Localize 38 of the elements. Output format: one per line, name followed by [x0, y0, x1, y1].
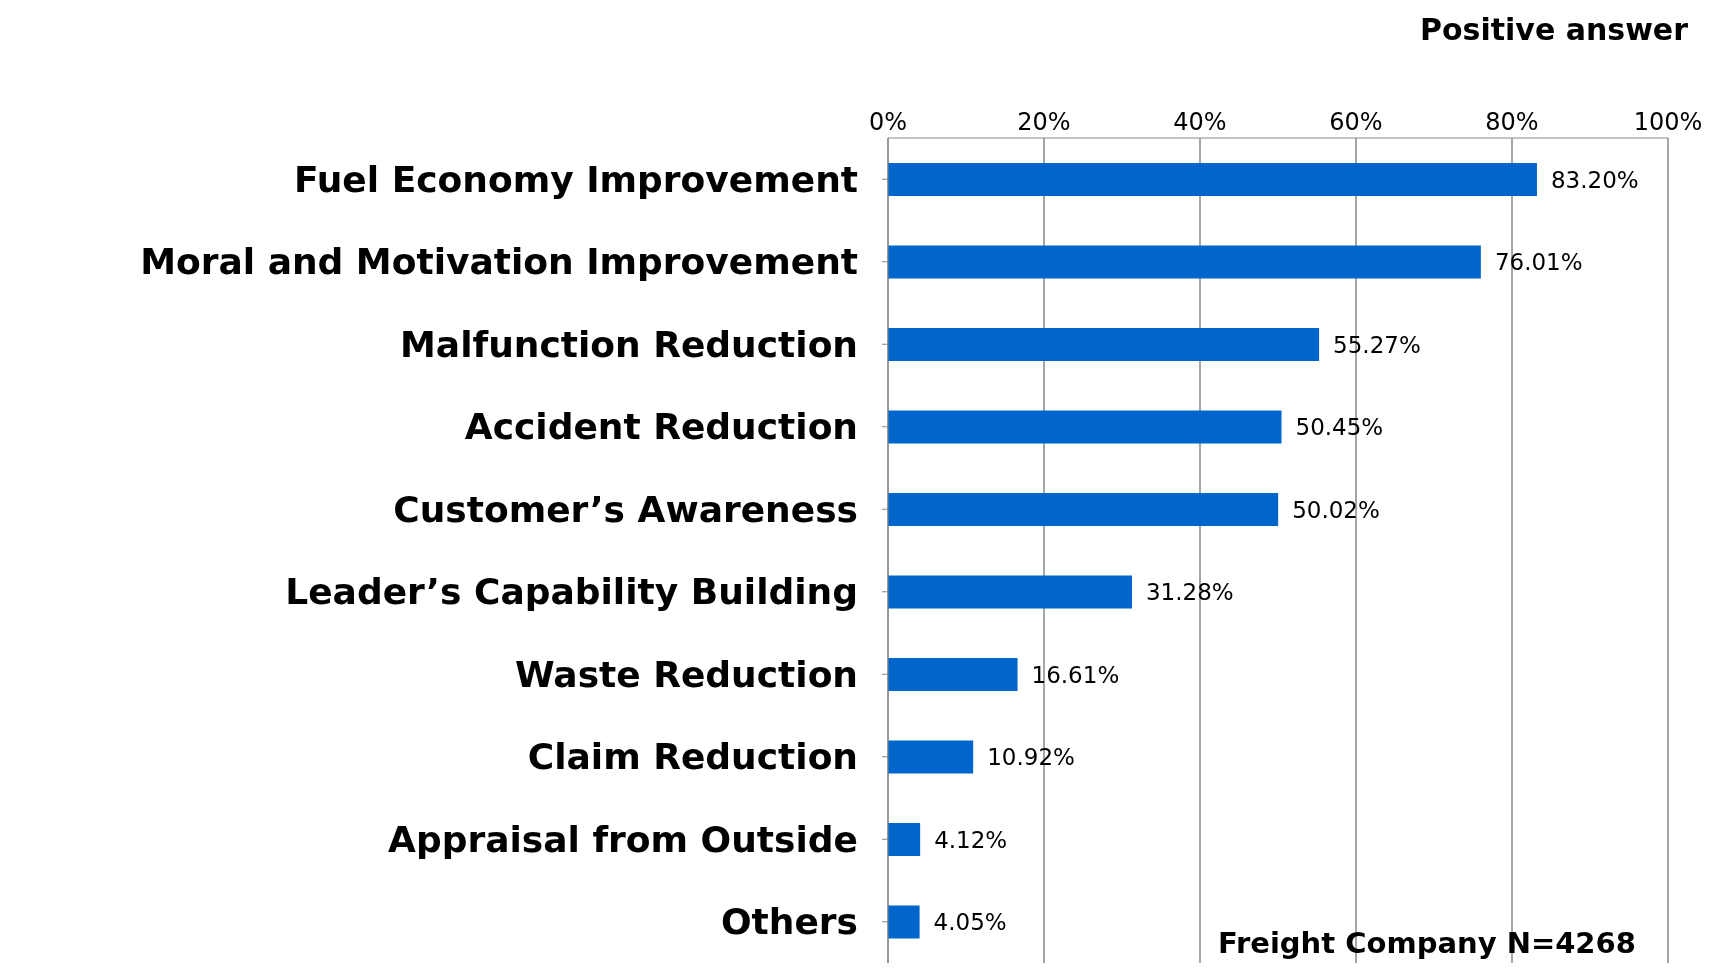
bar	[888, 163, 1537, 196]
bar	[888, 493, 1279, 526]
x-tick-label: 40%	[1173, 108, 1227, 136]
data-label: 76.01%	[1494, 249, 1583, 276]
y-tick-label: Others	[720, 901, 858, 943]
data-label: 83.20%	[1550, 166, 1639, 193]
y-tick-label: Malfunction Reduction	[400, 323, 858, 365]
y-tick-label: Waste Reduction	[514, 653, 858, 695]
data-label: 16.61%	[1031, 661, 1120, 688]
data-label: 50.02%	[1292, 496, 1380, 523]
data-label: 55.27%	[1333, 331, 1421, 358]
y-tick-label: Leader’s Capability Building	[285, 571, 858, 613]
y-tick-label: Appraisal from Outside	[388, 818, 858, 860]
x-tick-label: 20%	[1017, 108, 1071, 136]
data-label: 4.12%	[934, 826, 1008, 853]
data-label: 31.28%	[1145, 579, 1234, 606]
annotation: Freight Company N=4268	[1218, 926, 1636, 960]
x-tick-label: 100%	[1633, 108, 1703, 136]
bar	[888, 410, 1282, 444]
x-tick-label: 0%	[868, 108, 908, 136]
x-axis-title: Positive answer	[1419, 12, 1688, 47]
data-label: 4.05%	[933, 909, 1007, 936]
bar	[888, 905, 920, 939]
bar	[888, 575, 1132, 609]
bar	[888, 658, 1018, 691]
bar	[888, 823, 921, 856]
data-label: 10.92%	[987, 744, 1075, 771]
y-tick-label: Accident Reduction	[464, 406, 858, 448]
x-tick-label: 60%	[1329, 108, 1383, 136]
y-tick-label: Fuel Economy Improvement	[293, 158, 858, 200]
bar	[888, 328, 1320, 361]
y-tick-label: Moral and Motivation Improvement	[140, 241, 858, 283]
bar	[888, 245, 1481, 279]
data-label: 50.45%	[1295, 414, 1384, 441]
bar	[888, 740, 974, 774]
y-tick-label: Customer’s Awareness	[393, 488, 858, 530]
y-tick-label: Claim Reduction	[527, 736, 858, 778]
x-tick-label: 80%	[1485, 108, 1539, 136]
